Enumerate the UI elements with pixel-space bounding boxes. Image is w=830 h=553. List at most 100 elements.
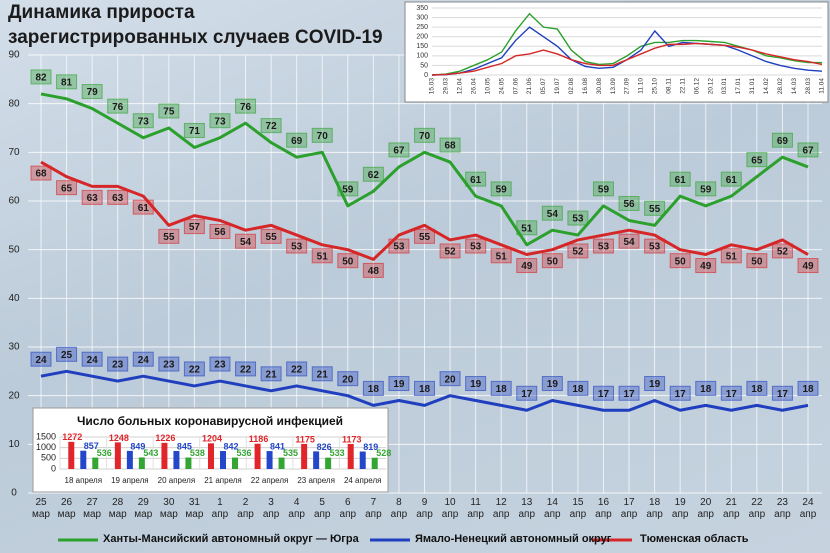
data-label-box xyxy=(644,376,666,392)
data-label: 17 xyxy=(598,389,610,400)
data-label: 21 xyxy=(317,369,329,380)
x-tick-label: 1 апр xyxy=(211,497,229,520)
data-label: 49 xyxy=(802,261,814,272)
data-label-box xyxy=(362,380,384,396)
y-tick-label: 50 xyxy=(8,244,20,255)
x-tick-label: 28 мар xyxy=(108,497,127,520)
x-tick-label: 14.02 xyxy=(763,78,770,95)
data-label: 75 xyxy=(163,107,175,118)
data-label: 82 xyxy=(35,73,47,84)
bar xyxy=(126,450,133,469)
data-label: 68 xyxy=(35,169,47,180)
x-tick-label: 15 апр xyxy=(569,497,587,520)
data-label: 19 xyxy=(649,379,661,390)
x-tick-label: 11 апр xyxy=(467,497,484,520)
data-label: 65 xyxy=(751,155,763,166)
data-label: 1186 xyxy=(249,434,269,444)
series-line xyxy=(431,42,823,76)
data-label: 52 xyxy=(777,247,789,258)
data-label-box xyxy=(362,166,384,182)
data-label-box xyxy=(388,238,410,254)
x-tick-label: 9 апр xyxy=(416,497,433,520)
x-tick-label: 13 апр xyxy=(518,497,536,520)
data-label: 81 xyxy=(61,77,73,88)
data-label: 65 xyxy=(61,183,73,194)
data-label-box xyxy=(669,385,691,401)
data-label: 63 xyxy=(87,193,99,204)
data-label: 50 xyxy=(547,256,559,267)
x-tick-label: 10.05 xyxy=(484,78,491,95)
data-label-box xyxy=(30,69,52,85)
data-label-box xyxy=(771,385,793,401)
data-label: 62 xyxy=(368,170,380,181)
x-tick-label: 6 апр xyxy=(339,497,357,520)
data-label: 22 xyxy=(240,365,252,376)
data-label-box xyxy=(209,223,231,239)
y-tick-label: 150 xyxy=(416,43,428,50)
x-tick-label: 31.01 xyxy=(749,78,756,95)
bar xyxy=(68,441,75,469)
x-tick-label: 28.02 xyxy=(777,78,784,95)
data-label-box xyxy=(286,238,308,254)
data-label: 17 xyxy=(675,389,687,400)
data-label: 76 xyxy=(112,102,124,113)
data-label: 20 xyxy=(342,374,354,385)
data-label-box xyxy=(286,132,308,148)
bar xyxy=(266,451,273,469)
data-label: 54 xyxy=(547,209,559,220)
data-label-box xyxy=(81,84,103,100)
data-label: 50 xyxy=(342,256,354,267)
data-label-box xyxy=(235,233,257,249)
data-label-box xyxy=(516,220,538,236)
data-label-box xyxy=(81,351,103,367)
data-label: 70 xyxy=(419,131,431,142)
data-label-box xyxy=(388,376,410,392)
data-label-box xyxy=(235,361,257,377)
data-label: 53 xyxy=(291,242,303,253)
x-tick-label: 24 апр xyxy=(799,497,817,520)
data-label: 24 xyxy=(87,355,99,366)
data-label: 49 xyxy=(521,261,533,272)
data-label: 55 xyxy=(163,232,175,243)
x-tick-label: 14.03 xyxy=(791,78,798,95)
y-tick-label: 200 xyxy=(416,34,428,41)
data-label: 536 xyxy=(97,448,112,458)
data-label: 73 xyxy=(138,116,150,127)
data-label: 76 xyxy=(240,102,252,113)
bar xyxy=(161,442,168,469)
data-label: 528 xyxy=(376,448,391,458)
x-tick-label: 18 апреля xyxy=(65,476,103,485)
data-label-box xyxy=(720,248,742,264)
x-tick-label: 16 апр xyxy=(595,497,612,520)
data-label: 24 xyxy=(35,355,47,366)
y-tick-label: 10 xyxy=(8,439,20,450)
x-tick-label: 02.08 xyxy=(568,78,575,95)
bar xyxy=(92,457,99,469)
data-label-box xyxy=(183,361,205,377)
data-label-box xyxy=(516,385,538,401)
data-label: 49 xyxy=(700,261,712,272)
data-label-box xyxy=(158,228,180,244)
data-label: 19 xyxy=(470,379,482,390)
data-label: 61 xyxy=(470,175,482,186)
data-label: 23 xyxy=(163,360,175,371)
x-tick-label: 19.07 xyxy=(554,78,561,95)
data-label-box xyxy=(132,199,154,215)
data-label: 19 xyxy=(547,379,559,390)
data-label-box xyxy=(669,171,691,187)
x-tick-label: 24 апреля xyxy=(344,476,382,485)
data-label: 61 xyxy=(675,175,687,186)
y-tick-label: 1500 xyxy=(36,431,56,441)
data-label: 533 xyxy=(330,448,345,458)
data-label: 69 xyxy=(291,136,303,147)
data-label: 53 xyxy=(393,242,405,253)
x-tick-label: 19 апреля xyxy=(111,476,149,485)
y-tick-label: 50 xyxy=(420,62,428,69)
data-label-box xyxy=(260,118,282,134)
data-label: 68 xyxy=(445,141,457,152)
x-tick-label: 20 апр xyxy=(697,497,714,520)
x-tick-label: 17.01 xyxy=(735,78,742,95)
x-tick-label: 03.01 xyxy=(721,78,728,95)
data-label-box xyxy=(592,385,614,401)
data-label-box xyxy=(490,248,512,264)
